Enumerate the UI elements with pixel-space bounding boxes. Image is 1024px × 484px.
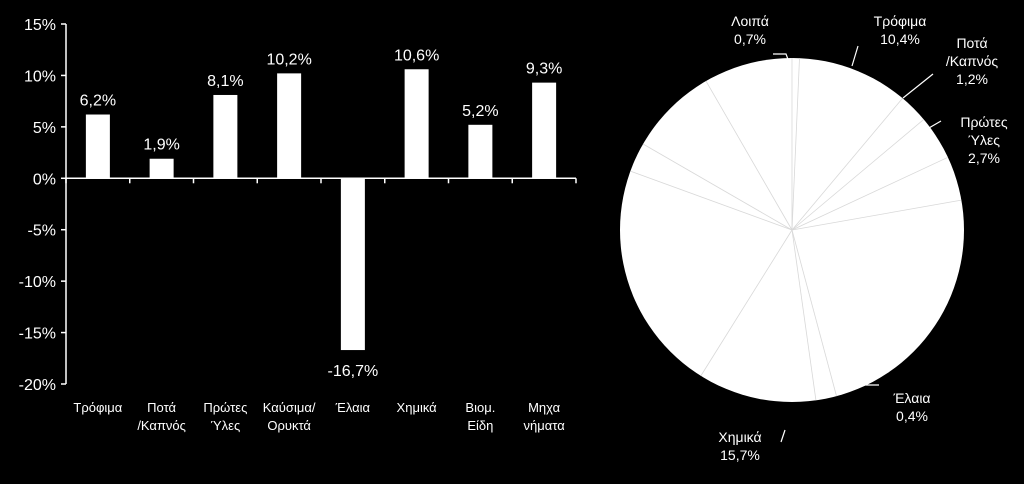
bar <box>404 69 429 179</box>
pie-slice-edge <box>791 97 903 231</box>
y-tick-label: -5% <box>28 223 56 240</box>
bar-chart: 15% 10% 5% 0% -5% -10% -15% -20% 6,2% Τρόφιμα 1,9%… <box>19 17 577 433</box>
category-label: Ορυκτά <box>267 418 311 433</box>
pie-slice-label: Ποτά <box>956 35 987 51</box>
pie-leader-line <box>861 374 879 386</box>
category-label: Είδη <box>467 418 493 433</box>
pie-slice-label: Έλαια <box>892 390 930 406</box>
pie-slice-edge <box>791 119 925 231</box>
category-label: Μηχα <box>528 400 561 415</box>
category-label: Ποτά <box>147 400 176 415</box>
bar <box>85 114 110 179</box>
pie-slice-edge <box>630 170 793 231</box>
pie-slice-label: Ύλες <box>968 132 1000 148</box>
data-label: 5,2% <box>462 103 498 120</box>
pie-slice-edge <box>700 229 793 377</box>
category-label: Χημικά <box>397 400 438 415</box>
data-label: 8,1% <box>207 73 243 90</box>
category-label: νήματα <box>524 418 566 433</box>
pie-leader-line <box>921 120 942 133</box>
pie-slice-edge <box>705 80 793 231</box>
pie-leader-line <box>780 429 786 443</box>
pie-slice-edge <box>642 143 793 231</box>
pie-slice-edge <box>791 229 817 401</box>
data-label: -16,7% <box>328 363 379 380</box>
pie-slice-label: Χημικά <box>718 429 761 445</box>
data-label: 9,3% <box>526 61 562 78</box>
pie-slice-edge <box>791 229 837 397</box>
pie-slice-label: /Καπνός <box>946 53 999 69</box>
category-label: /Καπνός <box>137 418 186 433</box>
bar <box>149 158 174 179</box>
pie-slice-value: 0,7% <box>734 31 766 47</box>
category-label: Καύσιμα/ <box>263 400 316 415</box>
category-label: Έλαια <box>335 400 371 415</box>
pie-slice-edge <box>791 199 962 231</box>
bar <box>532 82 557 179</box>
category-label: Βιομ. <box>465 400 495 415</box>
y-tick-label: 10% <box>24 68 56 85</box>
pie-slice-label: Λοιπά <box>731 13 769 29</box>
bar <box>468 124 493 179</box>
pie-slice-edge <box>791 58 800 231</box>
category-label: Πρώτες <box>203 400 247 415</box>
data-label: 10,6% <box>394 47 439 64</box>
y-tick-label: 15% <box>24 17 56 34</box>
pie-slice-value: 15,7% <box>720 447 760 463</box>
pie-leader-line <box>773 53 790 63</box>
y-tick-label: 5% <box>33 120 56 137</box>
pie-leader-line <box>902 73 934 99</box>
data-label: 6,2% <box>80 93 116 110</box>
data-label: 1,9% <box>143 137 179 154</box>
pie-slice-value: 2,7% <box>968 150 1000 166</box>
pie-slice-edge <box>791 156 949 231</box>
y-tick-label: -15% <box>19 326 56 343</box>
y-tick-label: -10% <box>19 274 56 291</box>
y-tick-label: 0% <box>33 171 56 188</box>
pie-leader-line <box>851 45 859 67</box>
y-tick-label: -20% <box>19 377 56 394</box>
pie-slice-label: Τρόφιμα <box>874 13 927 29</box>
pie-slice-value: 1,2% <box>956 71 988 87</box>
bar <box>340 178 365 351</box>
bar <box>277 73 302 179</box>
pie-chart: Λοιπά 0,7% Τρόφιμα 10,4% Ποτά/Καπνός 1,2% Πρώτ… <box>620 13 1008 463</box>
bar <box>213 94 238 179</box>
pie-slice-label: Πρώτες <box>960 114 1008 130</box>
data-label: 10,2% <box>266 51 311 68</box>
pie-slice-value: 0,4% <box>896 408 928 424</box>
category-label: Ύλες <box>211 418 241 433</box>
pie-slice-value: 10,4% <box>880 31 920 47</box>
category-label: Τρόφιμα <box>73 400 122 415</box>
